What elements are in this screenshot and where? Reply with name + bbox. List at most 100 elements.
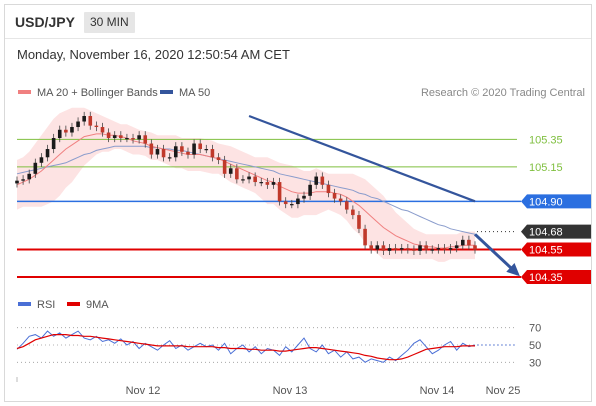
candle-body [180,146,184,152]
candle-body [460,239,465,246]
level-tag-104.55 [521,242,591,257]
candle-body [216,157,221,161]
candle-body [448,248,453,250]
candle-body [338,198,343,202]
candle-body [131,138,135,140]
candle-body [320,176,325,185]
forecast-arrow-head [506,263,520,277]
candle-body [64,129,68,133]
candle-body [412,249,416,251]
resistance-trendline [248,114,476,203]
candle-body [418,245,422,251]
candle-body [15,180,19,184]
ma50-legend-icon [160,90,173,94]
candle-body [314,176,319,185]
candle-body [82,116,86,122]
candle-body [192,143,196,155]
level-label-104.35: 104.35 [529,272,563,284]
candle-body [76,121,80,128]
chart-widget: USD/JPY 30 MIN Monday, November 16, 2020… [4,4,592,402]
candle-body [137,135,141,140]
candle-body [149,143,154,155]
candle-body [125,138,129,140]
candle-body [94,125,99,128]
candle-body [436,248,441,250]
price-panel: 105.35 105.15 104.90 104.68 104.55 104.35 [15,107,591,284]
level-label-104.90: 104.90 [529,196,563,208]
rsi-ma-line [16,334,475,361]
candle-body [381,245,386,251]
legend-ma20-label: MA 20 + Bollinger Bands [37,87,158,99]
credit-label: Research © 2020 Trading Central [421,87,585,99]
candle-body [161,149,166,158]
candle-body [290,204,294,206]
level-tag-104.35 [521,269,591,284]
level-tag-104.68 [521,224,591,239]
candle-body [393,248,398,250]
candle-body [399,248,404,250]
candle-body [21,179,25,181]
candle-body [198,143,202,150]
x-axis: Nov 12 Nov 13 Nov 14 Nov 25 [16,377,521,397]
candle-body [45,149,50,158]
candle-body [33,162,38,174]
candle-body [302,195,306,199]
x-tick-label: Nov 14 [420,385,455,397]
candle-body [39,157,44,163]
candle-body [210,149,215,158]
legend-rsi-label: RSI [37,299,55,311]
candle-body [112,135,117,139]
candle-body [265,182,270,185]
candle-body [143,135,148,144]
timeframe-badge[interactable]: 30 MIN [84,12,135,33]
candle-body [363,228,367,246]
candle-body [344,201,349,210]
candle-body [100,127,105,133]
rsi-tick-label: 30 [529,357,541,369]
candle-body [467,239,471,246]
candle-body [375,245,380,250]
x-tick-label: Nov 13 [273,385,308,397]
level-label-105.15: 105.15 [529,162,563,174]
candle-body [247,176,251,180]
level-label-104.68: 104.68 [529,227,563,239]
x-tick-label: Nov 25 [486,385,521,397]
x-tick-label: Nov 12 [126,385,161,397]
rsi-legend-icon [18,302,31,306]
ma50-line [16,145,476,235]
ma20-legend-icon [18,90,31,94]
legend-ma50-label: MA 50 [179,87,210,99]
candle-body [228,168,233,174]
candle-body [235,168,239,180]
candle-body [357,215,361,229]
level-label-104.55: 104.55 [529,244,563,256]
level-label-105.35: 105.35 [529,134,563,146]
candle-body [27,173,32,180]
candle-body [222,160,227,174]
main-legend: MA 20 + Bollinger Bands MA 50 Research ©… [18,87,585,99]
candle-body [186,151,190,155]
candle-body [167,157,172,159]
price-chart-svg: MA 20 + Bollinger Bands MA 50 Research ©… [15,87,591,397]
candle-body [308,184,312,196]
candle-body [424,245,428,250]
candle-body [241,179,245,181]
candle-body [271,182,276,185]
level-tag-104.90 [521,194,591,209]
datetime-label: Monday, November 16, 2020 12:50:54 AM CE… [17,47,290,62]
candle-body [326,184,331,194]
candle-body [296,198,300,205]
legend-rsi-ma-label: 9MA [86,299,109,311]
candle-body [454,245,459,249]
candle-body [387,248,392,251]
symbol-label: USD/JPY [15,14,75,30]
rsi-tick-label: 50 [529,340,541,352]
candle-body [253,176,257,183]
rsi-panel: RSI 9MA 70 50 30 [16,299,541,369]
candle-body [277,182,282,202]
candle-body [106,132,111,139]
candle-body [259,182,264,184]
candle-body [473,245,477,250]
bollinger-band-area [17,107,475,262]
candle-body [369,245,373,250]
